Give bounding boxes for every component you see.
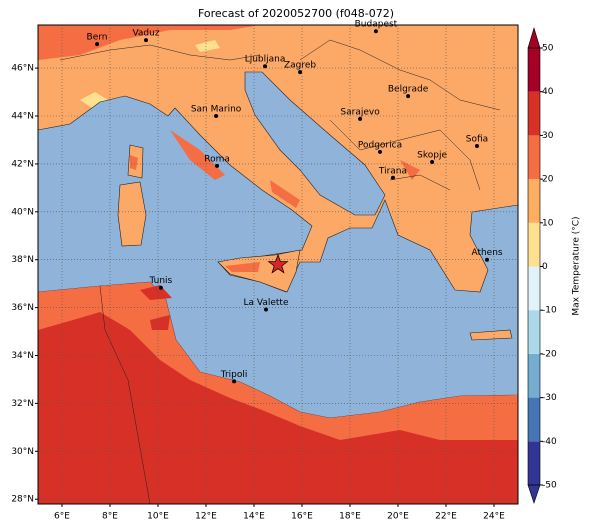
city-label: Tripoli — [220, 370, 248, 380]
x-tick-label: 22°E — [435, 512, 457, 522]
city-marker — [430, 159, 435, 164]
x-tick-label: 8°E — [102, 512, 118, 522]
city-marker — [373, 29, 378, 34]
warm-area — [130, 130, 420, 272]
y-tick-label: 34°N — [11, 351, 34, 361]
city-label: Sarajevo — [340, 107, 380, 117]
y-tick-label: 30°N — [11, 447, 34, 457]
x-tick-label: 10°E — [147, 512, 169, 522]
adriatic-sea — [244, 71, 386, 216]
colorbar-extend-bottom — [527, 484, 541, 504]
city-marker — [358, 116, 363, 121]
colorbar-tick-label: 40 — [542, 87, 554, 97]
title: Forecast of 2020052700 (f048-072) — [198, 7, 394, 20]
colorbar-tick-label: -40 — [542, 437, 557, 447]
city-label: Skopje — [417, 150, 447, 160]
y-tick-label: 36°N — [11, 303, 34, 313]
colorbar-segment — [528, 397, 540, 442]
city-marker — [232, 379, 237, 384]
city-marker — [474, 143, 479, 148]
colorbar-tick-label: -30 — [542, 393, 557, 403]
colorbar-tick-label: 10 — [542, 218, 554, 228]
colorbar-label: Max Temperature (°C) — [572, 216, 582, 315]
city-marker — [95, 42, 100, 47]
city-label: Tunis — [149, 276, 173, 286]
colorbar-segment — [528, 353, 540, 398]
y-tick-label: 32°N — [11, 399, 34, 409]
city-label: San Marino — [191, 105, 242, 115]
country-border — [59, 39, 501, 504]
city-marker — [144, 38, 148, 43]
y-tick-label: 46°N — [11, 64, 34, 74]
warm-area — [38, 25, 260, 60]
y-tick-label: 44°N — [11, 112, 34, 122]
colorbar-extend-top — [527, 26, 541, 49]
crete — [469, 329, 513, 341]
city-label: Sofia — [466, 134, 488, 144]
city-marker — [390, 175, 395, 180]
colorbar-tick-label: -10 — [542, 306, 557, 316]
colorbar-segment — [528, 91, 540, 136]
y-tick-label: 40°N — [11, 207, 34, 217]
colorbar-segment — [528, 179, 540, 223]
city-label: La Valette — [244, 298, 289, 308]
colorbar-segment — [528, 135, 540, 180]
colorbar-segment — [528, 266, 540, 311]
hot-area — [140, 285, 220, 418]
hot-area — [38, 312, 518, 504]
x-tick-label: 18°E — [339, 512, 361, 522]
graticule: 6°E 8°E 10°E 12°E 14°E 16°E 18°E 20°E 22°E 24°E 28… — [11, 25, 518, 522]
city-label: Podgorica — [358, 140, 402, 150]
x-tick-label: 24°E — [483, 512, 505, 522]
colorbar-segment — [528, 48, 540, 92]
city-label: Bern — [87, 33, 108, 43]
city-label: Tirana — [378, 166, 407, 176]
x-tick-label: 16°E — [291, 512, 313, 522]
city-label: Belgrade — [388, 85, 429, 95]
star-marker — [267, 253, 289, 274]
y-tick-label: 42°N — [11, 159, 34, 169]
city-label: Athens — [471, 248, 502, 258]
x-tick-label: 20°E — [387, 512, 409, 522]
y-tick-label: 28°N — [11, 495, 34, 505]
city-marker — [378, 149, 382, 154]
colorbar-tick-label: 50 — [542, 44, 554, 54]
y-tick-label: 38°N — [11, 255, 34, 265]
city-marker — [406, 94, 411, 99]
city-label: Zagreb — [284, 61, 316, 71]
colorbar-tick-label: 0 — [542, 262, 548, 272]
city-marker — [264, 307, 268, 312]
city-label: Vaduz — [132, 29, 159, 39]
colorbar-segment — [528, 441, 540, 485]
colorbar-tick-label: 20 — [542, 175, 554, 185]
colorbar: -50 -40 -30 -20 -10 0 10 20 30 40 50 — [527, 26, 557, 504]
map-frame — [37, 24, 519, 505]
colorbar-tick-label: 30 — [542, 131, 554, 141]
sardinia — [117, 181, 147, 247]
city-marker — [485, 257, 490, 262]
colorbar-tick-label: -20 — [542, 349, 557, 359]
city-marker — [298, 70, 303, 75]
city-marker — [263, 64, 268, 69]
colorbar-segment — [528, 222, 540, 267]
city-label: Roma — [204, 154, 230, 164]
city-label: Ljubljana — [245, 55, 286, 65]
colorbar-tick-label: -50 — [542, 481, 557, 491]
colorbar-segment — [528, 310, 540, 354]
x-tick-label: 12°E — [195, 512, 217, 522]
x-tick-label: 6°E — [54, 512, 70, 522]
x-tick-label: 14°E — [243, 512, 265, 522]
city-marker — [214, 114, 219, 119]
city-marker — [215, 163, 220, 168]
city-marker — [158, 285, 163, 290]
